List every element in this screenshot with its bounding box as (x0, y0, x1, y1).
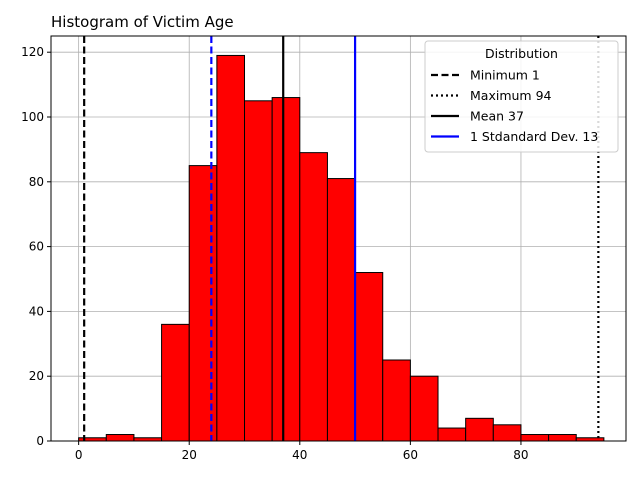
legend-label: Maximum 94 (470, 88, 552, 103)
legend-box (424, 40, 619, 153)
x-tick-label: 60 (403, 448, 418, 462)
y-tick-label: 20 (29, 369, 44, 383)
histogram-bar (326, 178, 356, 442)
histogram-bar (465, 417, 494, 442)
legend: Distribution Minimum 1 Maximum 94 Mean 37 1… (424, 40, 619, 153)
histogram-bar (244, 100, 273, 442)
y-tick-label: 100 (21, 110, 44, 124)
x-tick-label: 20 (182, 448, 197, 462)
histogram-bar (299, 152, 328, 442)
chart-title: Histogram of Victim Age (51, 13, 234, 31)
legend-label: Mean 37 (470, 109, 524, 124)
x-axis-ticks: 0 20 40 60 80 (75, 441, 529, 462)
legend-label: Minimum 1 (470, 68, 540, 83)
legend-entries: Minimum 1 Maximum 94 Mean 37 1 Stdandard De… (431, 68, 598, 144)
y-tick-label: 60 (29, 240, 44, 254)
histogram-bar (492, 424, 522, 442)
histogram-bar (548, 434, 577, 442)
y-tick-label: 40 (29, 304, 44, 318)
x-tick-label: 40 (292, 448, 307, 462)
x-tick-label: 0 (75, 448, 83, 462)
y-tick-label: 80 (29, 175, 44, 189)
y-tick-label: 0 (36, 434, 44, 448)
legend-title: Distribution (485, 46, 558, 61)
y-axis-ticks: 0 20 40 60 80 100 120 (21, 45, 51, 448)
histogram-bar (354, 272, 384, 442)
x-tick-label: 80 (513, 448, 528, 462)
histogram-bar (216, 54, 246, 442)
histogram-bar (382, 359, 411, 442)
histogram-bar (105, 434, 135, 442)
histogram-bar (437, 427, 467, 442)
axes-frame (50, 35, 627, 442)
y-tick-label: 120 (21, 45, 44, 59)
legend-label: 1 Stdandard Dev. 13 (470, 129, 598, 144)
histogram-bar (520, 434, 550, 442)
histogram-bar (161, 323, 190, 442)
histogram-bar (409, 375, 439, 442)
reference-lines (83, 36, 600, 441)
bars (78, 54, 605, 442)
histogram-bar (188, 165, 218, 442)
histogram-bar (271, 97, 301, 442)
